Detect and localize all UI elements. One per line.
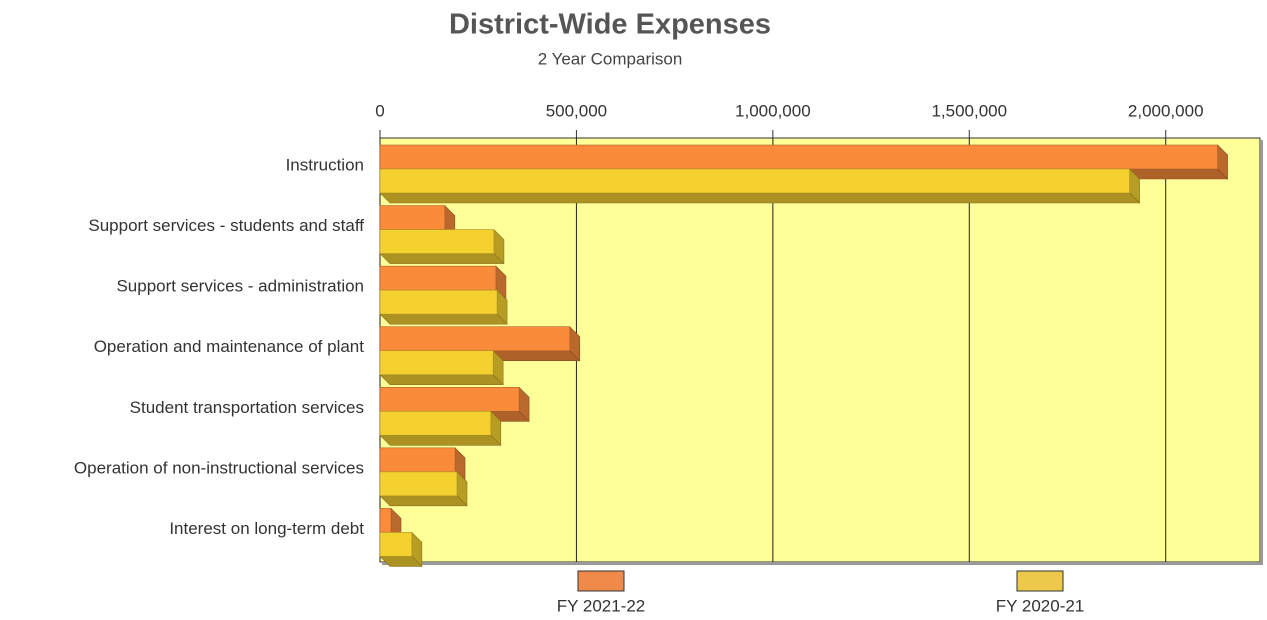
y-tick-label: Support services - students and staff [88, 216, 364, 235]
x-tick-label: 1,000,000 [735, 101, 811, 120]
x-tick-label: 1,500,000 [931, 101, 1007, 120]
legend-label: FY 2020-21 [996, 596, 1085, 615]
y-tick-label: Operation of non-instructional services [74, 458, 364, 477]
x-tick-label: 0 [375, 101, 384, 120]
bar [379, 349, 504, 386]
bar-face [379, 144, 1218, 170]
bar-face [379, 350, 494, 376]
bar [379, 228, 505, 265]
bar [379, 289, 508, 325]
plot-shadow [382, 562, 1262, 565]
bar-bottom [379, 374, 504, 386]
bar-face [379, 532, 413, 557]
bar-face [379, 265, 497, 291]
bar [379, 531, 423, 568]
bar-face [379, 386, 520, 412]
y-tick-label: Support services - administration [116, 277, 364, 296]
y-tick-label: Student transportation services [130, 398, 364, 417]
x-tick-label: 500,000 [546, 101, 607, 120]
bar-face [379, 168, 1130, 194]
bar-bottom [379, 495, 468, 507]
bar-bottom [379, 434, 502, 446]
plot-shadow [1260, 140, 1263, 565]
chart-subtitle: 2 Year Comparison [538, 49, 683, 68]
x-tick-label: 2,000,000 [1128, 101, 1204, 120]
bar [379, 168, 1141, 204]
bar [379, 471, 468, 507]
bar-bottom [379, 253, 505, 264]
bar-face [379, 447, 456, 473]
bar-bottom [379, 313, 508, 325]
legend-label: FY 2021-22 [557, 596, 646, 615]
bar-face [379, 205, 446, 230]
legend-swatch [1016, 570, 1064, 592]
bar-face [379, 289, 498, 315]
bar-bottom [379, 192, 1141, 204]
y-tick-label: Operation and maintenance of plant [94, 337, 365, 356]
chart-title: District-Wide Expenses [449, 9, 771, 41]
bar-face [379, 229, 495, 254]
y-tick-label: Instruction [286, 155, 364, 174]
bar [379, 410, 502, 447]
bar-face [379, 326, 571, 352]
bar-face [379, 508, 392, 533]
y-tick-label: Interest on long-term debt [169, 519, 364, 538]
bar-face [379, 471, 458, 497]
bar-face [379, 410, 492, 436]
legend-swatch [577, 570, 625, 592]
